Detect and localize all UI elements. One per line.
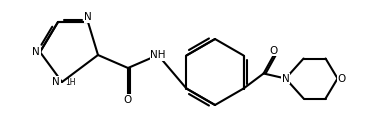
Text: N: N [32, 47, 40, 57]
Text: N: N [52, 77, 60, 87]
Text: O: O [269, 45, 278, 55]
Text: N: N [282, 73, 289, 83]
Text: O: O [124, 95, 132, 105]
Text: N: N [84, 12, 92, 22]
Text: 1H: 1H [65, 78, 76, 87]
Text: O: O [338, 73, 346, 83]
Text: NH: NH [150, 50, 166, 60]
